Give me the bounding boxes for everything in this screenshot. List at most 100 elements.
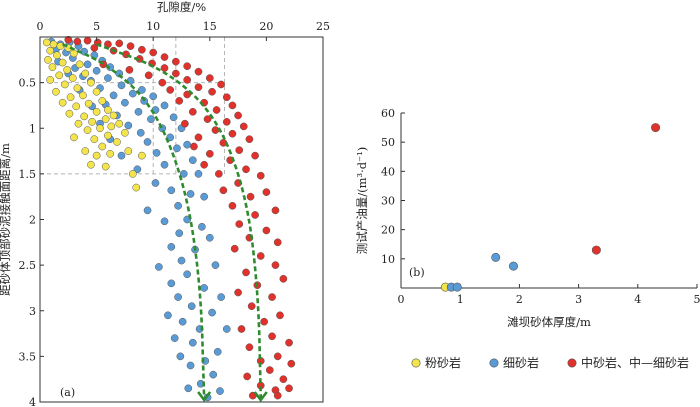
data-point: [121, 128, 129, 137]
data-point: [143, 138, 152, 146]
panel-b-thickness-oil-chart: 0 1 2 3 4 5 10 20 30 40 50 60 滩坝砂体厚度/m 测试产油量/(m³·d⁻…: [355, 107, 700, 329]
data-point: [452, 282, 462, 292]
data-point: [115, 119, 124, 128]
data-point: [179, 170, 188, 178]
data-point: [58, 58, 67, 67]
legend-item: 中砂岩、中—细砂岩: [567, 355, 689, 370]
data-point: [271, 206, 280, 215]
data-point: [194, 67, 203, 76]
data-point: [79, 91, 87, 100]
data-point: [279, 375, 288, 384]
data-point: [287, 359, 296, 368]
data-point: [591, 245, 601, 255]
data-point: [128, 89, 137, 98]
data-point: [124, 147, 133, 155]
data-point: [219, 186, 228, 195]
data-point: [209, 370, 218, 379]
data-point: [285, 384, 293, 393]
data-point: [256, 252, 265, 260]
data-point: [117, 81, 126, 90]
data-point: [109, 111, 118, 120]
data-point: [68, 74, 77, 82]
data-point: [73, 84, 82, 92]
data-point: [126, 42, 135, 50]
data-point: [90, 44, 99, 52]
data-point: [46, 76, 55, 84]
panel-a-porosity-depth-chart: 0 5 10 15 20 25 0.5 1 1.5 2 2.5 3 3.5 4 孔隙度/% 距砂体顶部砂泥…: [0, 0, 330, 407]
x-tick-label: 1: [457, 293, 464, 306]
data-point: [188, 156, 197, 165]
data-point: [187, 302, 196, 311]
data-point: [64, 35, 73, 44]
data-point: [160, 101, 169, 110]
data-point: [74, 119, 83, 128]
y-tick-label: 20: [381, 224, 395, 237]
data-point: [215, 170, 223, 178]
data-point: [124, 121, 133, 130]
data-point: [125, 66, 134, 74]
data-point: [42, 38, 51, 47]
data-point: [235, 220, 244, 228]
data-point: [181, 119, 189, 128]
data-point: [152, 149, 161, 157]
data-point: [188, 107, 197, 116]
data-point: [175, 97, 184, 105]
data-point: [70, 133, 78, 142]
x-tick-label: 3: [575, 293, 582, 306]
data-point: [104, 131, 112, 140]
data-point: [268, 293, 276, 301]
data-point: [273, 238, 282, 247]
data-point: [92, 66, 101, 75]
data-point: [98, 142, 107, 151]
y-tick-label: 4: [29, 396, 36, 407]
data-point: [147, 115, 155, 123]
data-point: [256, 171, 265, 180]
data-point: [212, 106, 221, 114]
x-tick-label: 15: [203, 20, 217, 33]
data-point: [262, 188, 271, 196]
data-point: [134, 107, 143, 116]
data-point: [235, 146, 244, 154]
data-point: [46, 46, 55, 55]
data-point: [160, 217, 169, 226]
data-point: [211, 261, 220, 269]
data-point: [243, 372, 252, 381]
data-point: [245, 343, 254, 352]
panel-b-label: (b): [409, 266, 425, 279]
data-point: [200, 160, 208, 169]
data-point: [491, 252, 501, 262]
data-point: [149, 92, 158, 101]
data-point: [268, 332, 276, 341]
data-point: [251, 211, 259, 219]
data-point: [183, 90, 192, 99]
data-point: [242, 165, 250, 174]
data-point: [49, 40, 58, 49]
data-point: [222, 118, 231, 126]
data-point: [178, 317, 187, 326]
y-tick-label: 2.5: [19, 259, 37, 272]
data-point: [198, 222, 206, 231]
data-point: [170, 334, 179, 342]
data-point: [63, 66, 72, 74]
data-point: [51, 87, 60, 96]
data-point: [167, 186, 176, 195]
data-point: [87, 78, 95, 87]
y-tick-label: 1.5: [19, 168, 37, 181]
x-tick-label: 4: [634, 293, 641, 306]
data-point: [651, 123, 661, 133]
data-point: [143, 206, 152, 215]
data-point: [167, 279, 176, 288]
data-point: [175, 229, 184, 238]
data-point: [167, 243, 176, 251]
panel-b-scatter-points: [440, 123, 661, 292]
data-point: [151, 179, 160, 187]
data-point: [183, 270, 192, 279]
data-point: [183, 62, 192, 71]
data-point: [234, 111, 242, 120]
data-point: [53, 51, 61, 60]
panel-b-x-axis-title: 滩坝砂体厚度/m: [507, 315, 591, 329]
data-point: [205, 233, 214, 242]
data-point: [166, 133, 175, 142]
x-tick-label: 5: [93, 20, 100, 33]
data-point: [262, 226, 271, 235]
